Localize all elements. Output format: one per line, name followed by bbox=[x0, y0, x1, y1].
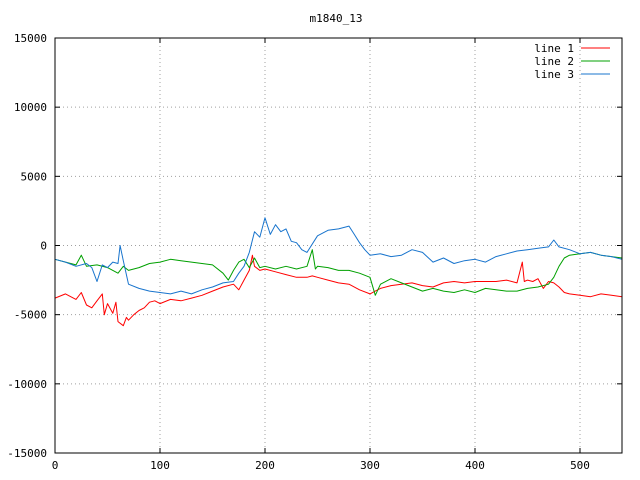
legend-label: line 3 bbox=[534, 68, 574, 81]
y-tick-label: 10000 bbox=[14, 101, 47, 114]
x-tick-label: 300 bbox=[360, 459, 380, 472]
y-tick-label: 5000 bbox=[21, 170, 48, 183]
chart-title: m1840_13 bbox=[310, 12, 363, 25]
series-lines bbox=[54, 217, 623, 327]
series-line-1 bbox=[54, 254, 623, 327]
x-tick-label: 400 bbox=[465, 459, 485, 472]
y-tick-label: 15000 bbox=[14, 32, 47, 45]
y-tick-label: 0 bbox=[40, 240, 47, 253]
x-tick-label: 0 bbox=[52, 459, 59, 472]
y-tick-label: -5000 bbox=[14, 309, 47, 322]
series-line-2 bbox=[54, 249, 623, 296]
grid-lines bbox=[55, 38, 622, 453]
axis-ticks: 0 100 200 300 400 500 -15000 -10000 -5000 0 5000 10… bbox=[7, 32, 622, 472]
x-tick-label: 200 bbox=[255, 459, 275, 472]
x-tick-label: 100 bbox=[150, 459, 170, 472]
y-tick-label: -10000 bbox=[7, 378, 47, 391]
legend-label: line 2 bbox=[534, 55, 574, 68]
plot-border bbox=[54, 37, 623, 454]
series-line-3 bbox=[54, 217, 623, 295]
x-tick-label: 500 bbox=[570, 459, 590, 472]
plot-frame bbox=[54, 37, 623, 454]
y-tick-label: -15000 bbox=[7, 447, 47, 460]
legend-label: line 1 bbox=[534, 42, 574, 55]
